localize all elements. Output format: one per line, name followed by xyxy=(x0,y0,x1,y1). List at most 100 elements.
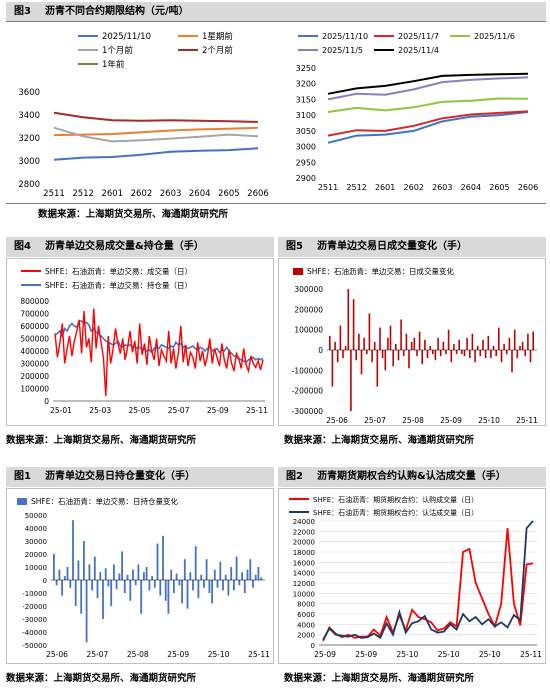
fig3-left-chart: 2800 3000 3200 3400 3600 2511 2512 2601 2602 2603… xyxy=(18,31,268,199)
y-tick-label: -30000 xyxy=(22,616,47,624)
series-line xyxy=(53,111,259,123)
bar xyxy=(426,350,429,359)
bar xyxy=(129,580,132,601)
y-tick-label: 10000 xyxy=(293,590,315,598)
bar xyxy=(413,337,416,350)
bar xyxy=(368,313,371,350)
x-tick-label: 2512 xyxy=(346,183,366,192)
x-tick-label: 25-09 xyxy=(207,406,229,415)
x-tick-label: 25-09 xyxy=(167,650,189,659)
x-tick-label: 2601 xyxy=(101,189,123,199)
y-tick-label: 3250 xyxy=(296,64,316,73)
bar xyxy=(505,350,508,355)
y-tick-label: 800000 xyxy=(20,297,49,306)
bar xyxy=(519,345,521,350)
x-tick-label: 25-06 xyxy=(46,650,68,659)
y-tick-label: 20000 xyxy=(293,539,315,547)
bar xyxy=(243,580,246,593)
x-tick-label: 25-10 xyxy=(438,650,460,659)
bar xyxy=(389,325,392,350)
bar xyxy=(260,577,263,580)
legend-label: 2个月前 xyxy=(202,45,233,56)
x-tick-label: 25-08 xyxy=(402,416,424,425)
bar xyxy=(366,350,368,355)
bar xyxy=(167,580,170,614)
bar xyxy=(211,580,213,604)
legend-label: 2025/11/4 xyxy=(398,46,439,55)
legend-label: SHFE：石油沥青：单边交易：日成交量变化 xyxy=(307,266,454,276)
bar xyxy=(350,350,352,411)
bar xyxy=(102,580,104,619)
fig5-header: 图5 沥青单边交易日成交量变化（手） xyxy=(278,237,546,257)
bar xyxy=(410,341,413,350)
bar xyxy=(233,580,235,591)
legend-label: SHFE：石油沥青：期货期权合约：认沽成交量（日） xyxy=(313,508,478,517)
y-tick-label: 24000 xyxy=(293,518,315,526)
fig5-number: 图5 xyxy=(286,241,303,252)
fig1-number: 图1 xyxy=(14,471,31,482)
fig2-header: 图2 沥青期货期权合约认购&认沽成交量（手） xyxy=(278,467,546,487)
bar xyxy=(352,299,355,350)
bar xyxy=(358,333,360,350)
y-tick-label: 12000 xyxy=(293,580,315,588)
y-tick-label: 3150 xyxy=(296,95,316,104)
bar xyxy=(437,337,439,350)
x-tick-label: 2601 xyxy=(375,183,395,192)
x-tick-label: 25-11 xyxy=(520,650,542,659)
bar xyxy=(219,561,222,580)
bar xyxy=(249,559,252,580)
y-tick-label: 16000 xyxy=(293,559,315,567)
bar xyxy=(469,350,471,359)
y-tick-label: 3050 xyxy=(296,127,316,136)
y-tick-label: 2900 xyxy=(296,174,316,183)
series-line xyxy=(327,111,529,144)
bar xyxy=(392,350,394,367)
fig2-chart: 0 2000 4000 6000 8000 10000 12000 14000 16000 180… xyxy=(278,488,546,664)
y-tick-label: -100000 xyxy=(292,366,324,375)
series-line xyxy=(327,110,529,137)
bar xyxy=(246,569,249,580)
fig3-bottom-rule xyxy=(6,203,546,204)
y-tick-label: 3400 xyxy=(18,111,40,121)
fig4-header: 图4 沥青单边交易成交量&持仓量（手） xyxy=(6,237,274,257)
bar xyxy=(355,350,357,361)
bar xyxy=(373,341,376,350)
bar xyxy=(381,350,384,359)
fig3-title: 沥青不同合约期限结构（元/吨） xyxy=(44,6,189,17)
bar xyxy=(336,350,339,363)
bar xyxy=(77,560,80,580)
bar xyxy=(347,289,350,350)
bar xyxy=(170,569,173,580)
bar xyxy=(224,574,227,580)
bar xyxy=(503,343,505,350)
bar xyxy=(408,350,410,369)
bar xyxy=(416,350,418,357)
series-line xyxy=(327,72,529,95)
bar xyxy=(466,337,468,350)
fig1-title: 沥青单边交易日持仓量变化（手） xyxy=(44,471,195,482)
fig3-source: 数据来源：上海期货交易所、海通期货研究所 xyxy=(38,209,229,220)
bar xyxy=(222,580,224,591)
fig2-title: 沥青期货期权合约认购&认沽成交量（手） xyxy=(316,471,506,482)
y-tick-label: 6000 xyxy=(297,611,315,619)
bar xyxy=(487,335,490,350)
bar xyxy=(93,556,96,580)
legend-label: 2025/11/6 xyxy=(474,32,515,41)
y-tick-label: 0 xyxy=(44,397,49,406)
bar xyxy=(524,350,526,357)
series-line-open-interest xyxy=(54,320,264,364)
bar xyxy=(482,339,484,350)
y-tick-label: 100000 xyxy=(20,385,49,394)
y-tick-label: 0 xyxy=(43,577,47,585)
bar xyxy=(397,350,400,361)
bar xyxy=(424,339,426,350)
bar xyxy=(379,327,381,350)
bar xyxy=(471,333,474,350)
y-tick-label: 40000 xyxy=(25,525,47,533)
bar xyxy=(96,580,99,599)
bar xyxy=(252,580,254,588)
bar xyxy=(500,350,503,363)
y-tick-label: 300000 xyxy=(294,285,323,294)
x-tick-label: 2602 xyxy=(131,189,153,199)
bar xyxy=(189,572,192,580)
